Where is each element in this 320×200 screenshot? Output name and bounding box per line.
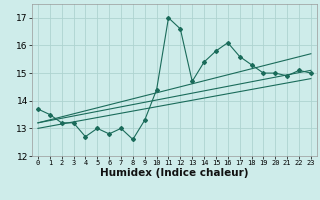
X-axis label: Humidex (Indice chaleur): Humidex (Indice chaleur) [100, 168, 249, 178]
